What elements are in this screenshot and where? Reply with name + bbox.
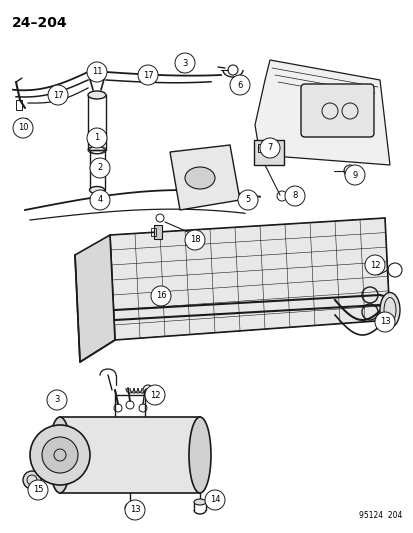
Text: 10: 10 xyxy=(18,124,28,133)
Text: 4: 4 xyxy=(97,196,102,205)
Text: 1: 1 xyxy=(94,133,100,142)
Circle shape xyxy=(23,471,41,489)
Ellipse shape xyxy=(90,69,104,75)
Text: 17: 17 xyxy=(52,91,63,100)
Ellipse shape xyxy=(89,187,104,193)
Polygon shape xyxy=(75,235,115,362)
Ellipse shape xyxy=(88,91,106,99)
Circle shape xyxy=(13,118,33,138)
Bar xyxy=(254,140,283,165)
Text: 24–204: 24–204 xyxy=(12,16,67,30)
Bar xyxy=(90,150,105,190)
Text: 14: 14 xyxy=(209,496,220,505)
Text: 3: 3 xyxy=(54,395,59,405)
Text: 13: 13 xyxy=(379,318,389,327)
Text: 8: 8 xyxy=(292,191,297,200)
Circle shape xyxy=(344,165,364,185)
Polygon shape xyxy=(110,218,389,340)
Bar xyxy=(151,228,156,236)
Circle shape xyxy=(48,85,68,105)
Circle shape xyxy=(28,480,48,500)
Circle shape xyxy=(284,186,304,206)
Circle shape xyxy=(364,255,384,275)
Circle shape xyxy=(259,138,279,158)
Bar xyxy=(257,144,267,152)
Text: 12: 12 xyxy=(369,261,379,270)
Text: 7: 7 xyxy=(267,143,272,152)
Text: 95124  204: 95124 204 xyxy=(358,511,401,520)
Circle shape xyxy=(175,53,195,73)
Circle shape xyxy=(138,65,158,85)
Text: 17: 17 xyxy=(142,70,153,79)
Ellipse shape xyxy=(185,167,214,189)
Circle shape xyxy=(87,128,107,148)
Circle shape xyxy=(204,490,224,510)
Ellipse shape xyxy=(379,293,399,327)
Polygon shape xyxy=(254,60,389,165)
Circle shape xyxy=(125,500,145,520)
Bar xyxy=(60,417,199,493)
Circle shape xyxy=(230,75,249,95)
Polygon shape xyxy=(170,145,240,210)
Ellipse shape xyxy=(194,499,206,505)
Bar xyxy=(16,100,22,110)
Text: 15: 15 xyxy=(33,486,43,495)
Text: 9: 9 xyxy=(351,171,357,180)
Text: 13: 13 xyxy=(129,505,140,514)
Circle shape xyxy=(42,437,78,473)
Circle shape xyxy=(90,190,110,210)
Bar xyxy=(19,118,27,124)
Circle shape xyxy=(47,390,67,410)
Text: 11: 11 xyxy=(92,68,102,77)
Circle shape xyxy=(151,286,171,306)
Text: 12: 12 xyxy=(150,391,160,400)
Bar xyxy=(88,95,106,150)
Circle shape xyxy=(30,425,90,485)
Circle shape xyxy=(237,190,257,210)
Ellipse shape xyxy=(49,417,71,493)
Bar xyxy=(154,225,161,239)
Ellipse shape xyxy=(189,417,211,493)
Circle shape xyxy=(374,312,394,332)
Circle shape xyxy=(87,62,107,82)
Text: 5: 5 xyxy=(245,196,250,205)
Text: 2: 2 xyxy=(97,164,102,173)
Text: 6: 6 xyxy=(237,80,242,90)
Circle shape xyxy=(185,230,204,250)
Text: 3: 3 xyxy=(182,59,187,68)
Text: 16: 16 xyxy=(155,292,166,301)
FancyBboxPatch shape xyxy=(300,84,373,137)
Circle shape xyxy=(90,158,110,178)
Circle shape xyxy=(145,385,165,405)
Text: 18: 18 xyxy=(189,236,200,245)
